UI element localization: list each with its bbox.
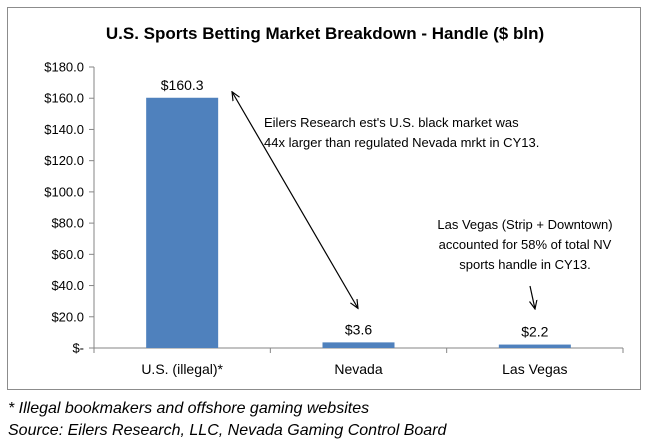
y-tick-label: $40.0 (51, 278, 84, 293)
chart-frame: U.S. Sports Betting Market Breakdown - H… (7, 7, 641, 390)
y-tick-label: $- (72, 341, 84, 356)
bar-chart: $- $20.0 $40.0 $60.0 $80.0 $100.0 $120.0 $140.0… (44, 60, 624, 377)
footnote-illegal: * Illegal bookmakers and offshore gaming… (8, 400, 370, 417)
y-tick-label: $20.0 (51, 309, 84, 324)
bar (322, 342, 395, 348)
annotation-blackmarket-line: 44x larger than regulated Nevada mrkt in… (264, 135, 539, 150)
data-label: $160.3 (161, 77, 204, 93)
footnote-source: Source: Eilers Research, LLC, Nevada Gam… (8, 422, 447, 439)
y-tick-label: $80.0 (51, 216, 84, 231)
annotation-lasvegas-line: sports handle in CY13. (459, 257, 591, 272)
y-tick-label: $180.0 (44, 60, 84, 75)
footnotes: * Illegal bookmakers and offshore gaming… (8, 398, 648, 442)
category-label: Nevada (334, 361, 382, 377)
annotation-lasvegas-line: Las Vegas (Strip + Downtown) (437, 217, 612, 232)
bar (146, 97, 219, 348)
y-tick-label: $140.0 (44, 122, 84, 137)
bar (498, 344, 571, 348)
category-label: Las Vegas (502, 361, 567, 377)
annotation-double-arrow (232, 92, 358, 309)
annotation-blackmarket-line: Eilers Research est's U.S. black market … (264, 115, 519, 130)
y-tick-label: $100.0 (44, 184, 84, 199)
chart-title: U.S. Sports Betting Market Breakdown - H… (105, 24, 545, 43)
category-label: U.S. (illegal)* (141, 361, 223, 377)
data-label: $3.6 (345, 321, 372, 337)
y-tick-label: $60.0 (51, 247, 84, 262)
data-label: $2.2 (521, 324, 548, 340)
y-tick-label: $120.0 (44, 153, 84, 168)
annotation-lasvegas-line: accounted for 58% of total NV (439, 237, 612, 252)
annotation-arrow (530, 285, 535, 309)
y-tick-label: $160.0 (44, 91, 84, 106)
